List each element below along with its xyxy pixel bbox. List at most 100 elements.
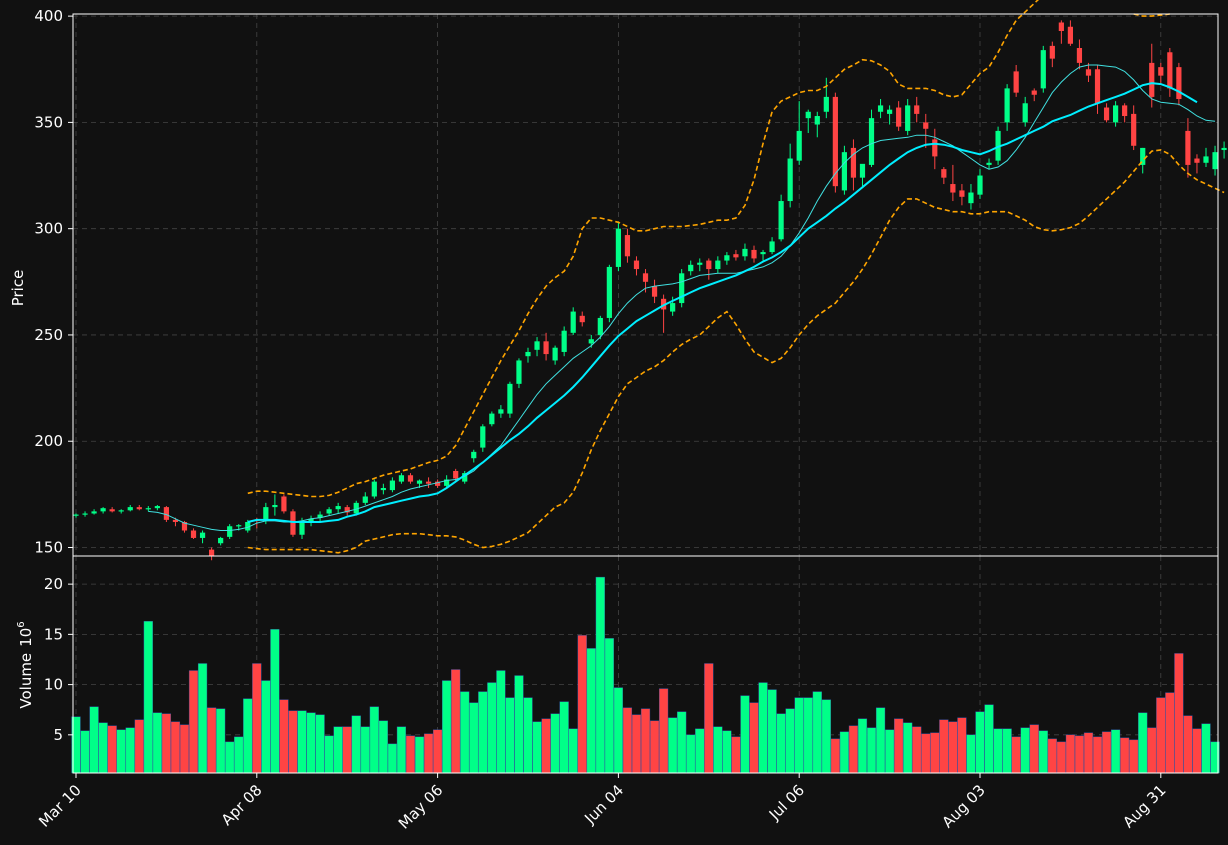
candle-up [1022,103,1028,123]
candle-down [832,96,838,187]
volume-bar-up [821,699,831,774]
volume-bar-up [261,680,271,774]
candle-up [588,339,594,344]
candle-up [507,383,513,414]
volume-bar-down [134,719,144,774]
volume-bar-up [1020,727,1030,774]
candle-up [805,111,811,119]
volume-bar-up [89,706,99,774]
candle-down [914,105,920,114]
volume-bar-down [342,726,352,774]
candle-up [697,262,703,265]
volume-bar-up [984,704,994,774]
bollinger-upper-line [247,0,1040,498]
volume-bar-down [1165,692,1175,774]
volume-bar-up [559,701,569,774]
volume-bar-up [776,713,786,774]
candle-down [190,530,197,538]
candle-down [706,260,712,270]
volume-bar-down [1120,737,1130,774]
candle-down [136,507,142,510]
volume-bar-up [1138,712,1148,774]
candle-up [91,511,97,514]
candle-up [154,506,160,509]
candle-up [471,451,477,459]
price-axis-title: Price [9,270,27,307]
volume-bar-up [885,729,895,774]
volume-bar-down [848,725,859,774]
candle-down [1076,48,1083,63]
volume-bar-up [152,712,162,774]
volume-bar-down [1011,736,1021,774]
volume-bar-up [1110,729,1121,774]
volume-bar-up [875,707,886,774]
volume-panel-frame [72,555,1219,774]
volume-bar-up [297,710,307,774]
candle-up [308,518,314,522]
volume-bar-up [803,697,813,774]
volume-bar-up [722,730,732,774]
candle-up [561,330,567,352]
candle-up [317,514,323,518]
candle-up [73,514,79,516]
volume-bar-up [369,706,379,774]
volume-bar-down [1156,697,1166,774]
candle-up [362,496,368,503]
volume-tick-label: 20 [44,575,63,593]
volume-bar-down [830,738,840,774]
candle-down [407,475,414,482]
volume-bar-up [523,697,533,774]
candle-up [868,118,875,165]
candle-up [905,105,911,131]
candle-down [950,184,956,193]
volume-bar-down [1101,731,1112,774]
candle-up [272,504,278,508]
candle-down [181,521,188,531]
candle-up [977,175,983,195]
volume-bar-down [631,714,642,774]
volume-bar-up [668,717,678,774]
candle-up [245,521,251,531]
candle-up [679,273,685,304]
candle-up [127,507,133,511]
candle-up [986,162,992,165]
candle-up [389,480,395,491]
candle-up [118,510,124,512]
candle-up [462,473,468,482]
candle-down [1176,67,1182,100]
volume-axis-label: Volume [17,653,35,709]
candle-up [670,303,676,312]
volume-bar-down [957,717,967,774]
candle-down [543,341,549,355]
candle-up [525,351,531,357]
candle-up [1140,147,1146,165]
candle-down [1122,105,1128,117]
candle-up [742,248,748,257]
candle-down [344,507,350,513]
volume-bar-up [478,691,488,774]
candle-up [715,260,721,270]
volume-bar-down [1074,735,1085,774]
candle-up [489,413,495,425]
volume-bar-up [903,722,913,774]
candle-up [570,311,576,333]
candle-up [416,480,423,484]
volume-bar-down [1174,653,1184,774]
volume-bar-up [315,714,325,774]
candle-down [281,496,287,512]
volume-bar-down [659,688,669,774]
candle-up [380,487,386,491]
candle-up [1203,156,1209,163]
candle-down [941,169,947,178]
volume-bar-down [1192,728,1202,774]
volume-bar-up [243,698,253,774]
candle-down [1194,158,1200,163]
volume-axis-exponent-power: 6 [16,621,27,627]
candle-down [163,507,169,520]
volume-bar-down [170,721,181,774]
candle-up [263,507,269,521]
candle-up [516,360,522,384]
volume-bar-down [1056,741,1066,774]
volume-bar-down [252,663,262,774]
candle-down [1049,45,1055,59]
